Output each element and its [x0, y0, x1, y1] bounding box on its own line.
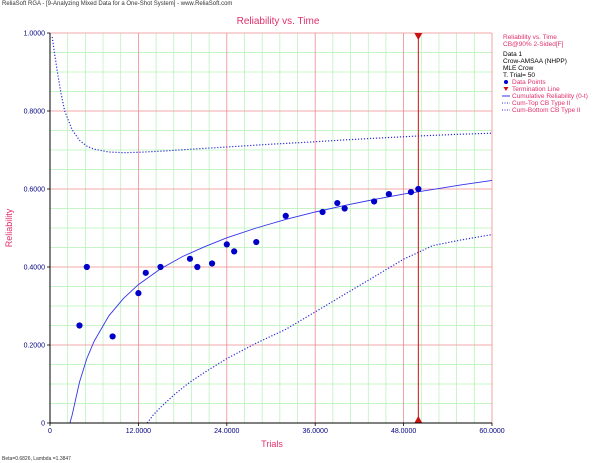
- chart-title: Reliability vs. Time: [237, 16, 320, 27]
- data-point: [194, 263, 201, 271]
- status-footer: Beta=0.6826, Lambda =1.3847: [2, 456, 71, 462]
- data-point: [415, 185, 422, 193]
- data-point: [319, 208, 326, 216]
- y-tick-label: 0.4000: [24, 265, 46, 272]
- legend-info-method: MLE Crow: [503, 65, 534, 72]
- y-tick-label: 1.0000: [24, 31, 46, 38]
- legend-item-termination-line: Termination Line: [512, 86, 560, 93]
- x-tick-label: 48.0000: [391, 428, 416, 435]
- data-point: [109, 333, 116, 340]
- x-axis-title: Trials: [261, 439, 283, 449]
- y-axis-title: Reliability: [4, 208, 14, 247]
- x-tick-label: 12.0000: [126, 428, 151, 435]
- x-tick-label: 24.0000: [214, 428, 239, 435]
- data-point: [385, 190, 392, 198]
- legend-title: Reliability vs. Time: [503, 34, 557, 41]
- legend-item-cumulative-reliability: Cumulative Reliability (0-t): [512, 93, 588, 100]
- grid: [49, 32, 493, 424]
- y-tick-label: 0.6000: [24, 187, 46, 194]
- data-point: [186, 255, 194, 262]
- red-triangle-icon: [503, 87, 509, 91]
- termination-bottom-marker: [414, 416, 423, 423]
- data-point: [135, 290, 142, 297]
- series-line-0: [69, 179, 493, 424]
- legend-subtitle: CB@90% 2-Sided[F]: [503, 41, 564, 48]
- termination-line: [414, 33, 423, 423]
- data-point: [334, 199, 341, 207]
- window-title: ReliaSoft RGA - [9-Analyzing Mixed Data …: [2, 1, 233, 7]
- data-point: [253, 238, 260, 246]
- legend: Reliability vs. Time CB@90% 2-Sided[F] D…: [502, 34, 588, 114]
- termination-top-marker: [414, 33, 423, 40]
- series-line-2: [146, 234, 493, 424]
- x-tick-label: 60.0000: [479, 428, 504, 435]
- data-point: [371, 198, 378, 205]
- legend-item-cum-bottom-cb: Cum-Bottom CB Type II: [512, 107, 581, 114]
- x-tick-label: 0: [48, 428, 52, 435]
- legend-info-data: Data 1: [503, 51, 523, 58]
- legend-item-cum-top-cb: Cum-Top CB Type II: [512, 100, 571, 107]
- data-point: [407, 189, 415, 196]
- legend-item-data-points: Data Points: [512, 79, 546, 86]
- data-point: [76, 322, 83, 329]
- y-tick-label: 0.2000: [24, 343, 46, 350]
- data-points: [76, 185, 422, 340]
- data-point-legend-icon: [504, 80, 508, 84]
- data-point: [208, 260, 216, 267]
- axes: 0 12.0000 24.0000 36.0000 48.0000 60.0000 0 0.2…: [24, 31, 505, 436]
- data-point: [231, 248, 238, 255]
- data-point: [157, 263, 164, 271]
- data-point: [142, 269, 149, 276]
- series-line-1: [51, 36, 493, 154]
- x-tick-label: 36.0000: [303, 428, 328, 435]
- legend-info-model: Crow-AMSAA (NHPP): [503, 58, 567, 65]
- y-tick-label: 0: [41, 421, 45, 428]
- data-point: [223, 241, 230, 248]
- legend-info-trial: T. Trial= 50: [503, 72, 535, 79]
- data-point: [341, 205, 348, 212]
- curves: [51, 36, 493, 424]
- data-point: [83, 263, 90, 271]
- y-tick-label: 0.8000: [24, 109, 46, 116]
- data-point: [282, 212, 289, 220]
